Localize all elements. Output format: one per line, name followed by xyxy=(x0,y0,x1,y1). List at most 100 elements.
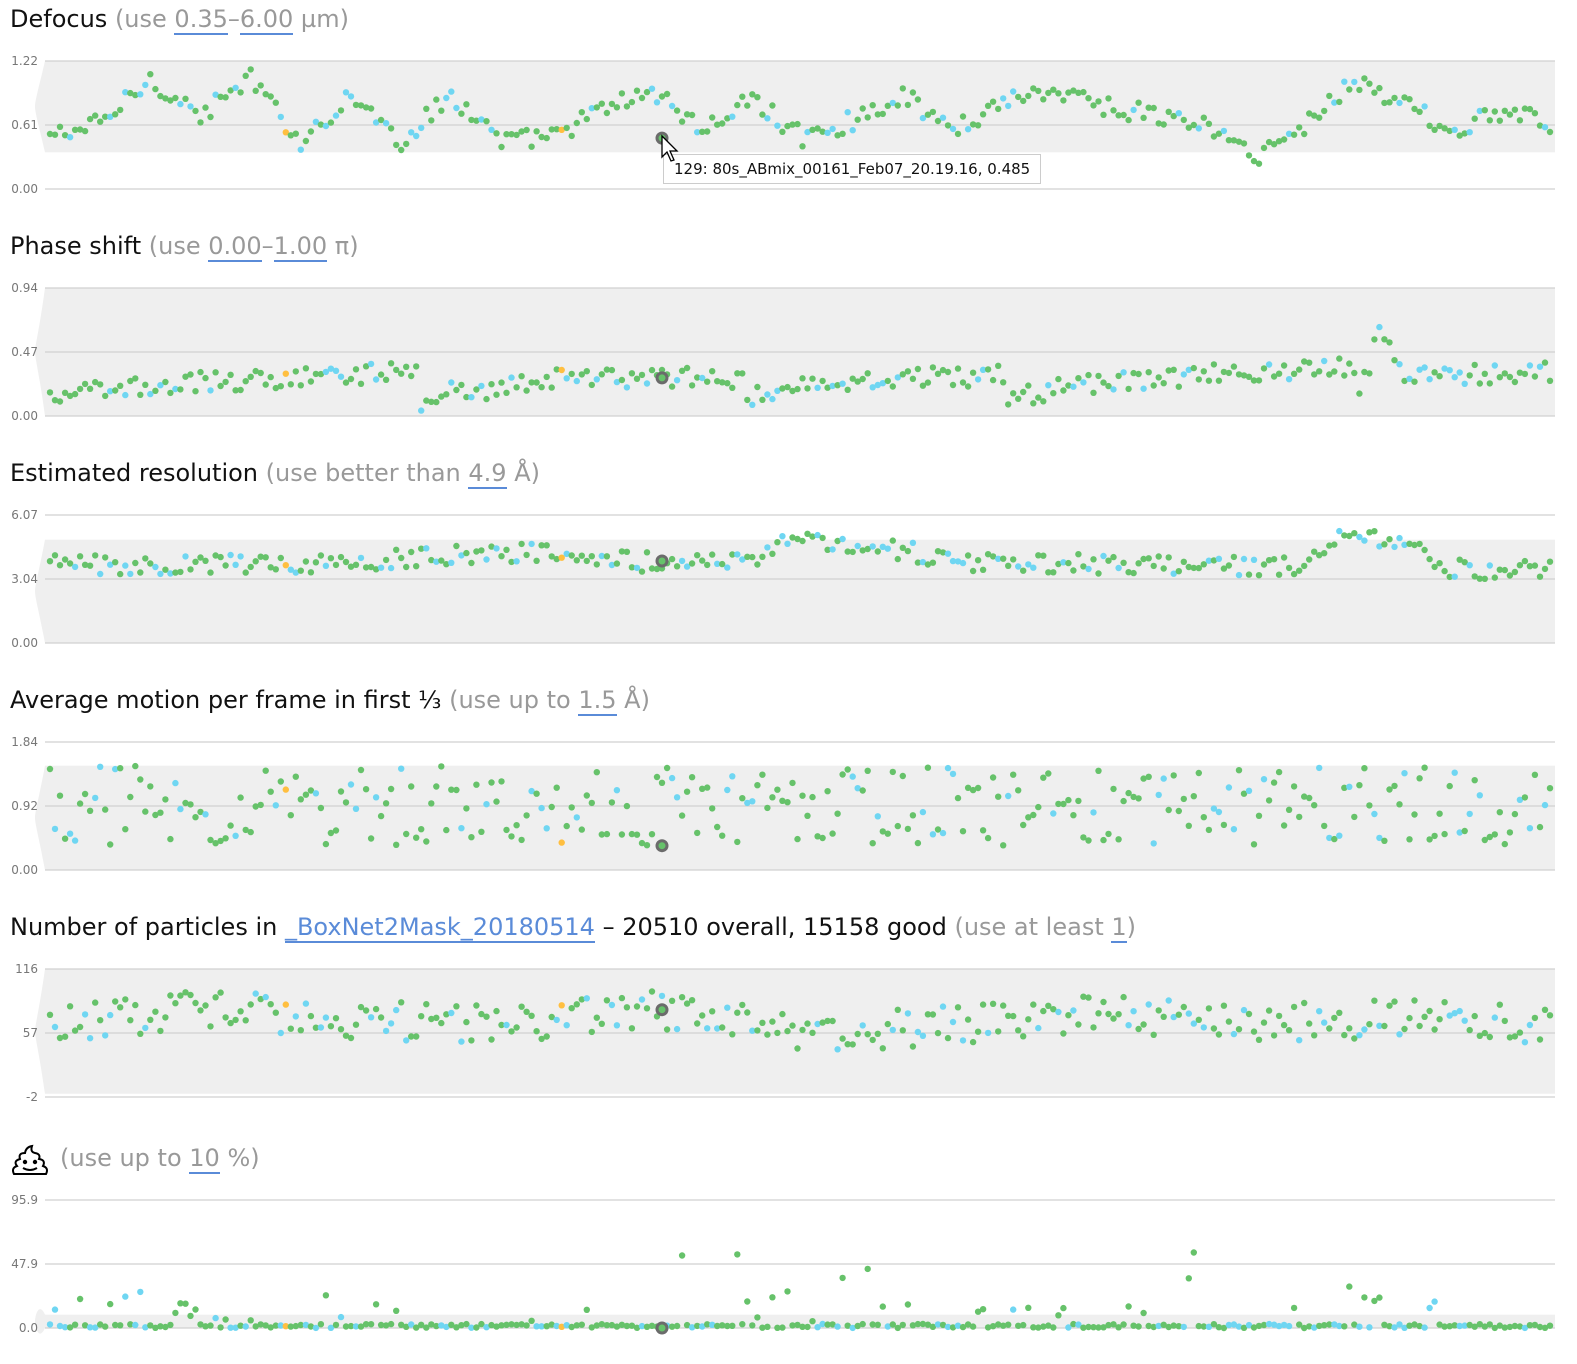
data-point[interactable] xyxy=(638,996,646,1003)
data-point[interactable] xyxy=(889,99,896,107)
data-point[interactable] xyxy=(864,1031,871,1038)
data-point[interactable] xyxy=(874,111,881,118)
data-point[interactable] xyxy=(1491,1014,1499,1021)
data-point[interactable] xyxy=(1371,810,1378,818)
data-point[interactable] xyxy=(954,558,962,565)
data-point[interactable] xyxy=(909,1043,917,1050)
data-point[interactable] xyxy=(1165,108,1172,115)
data-point[interactable] xyxy=(433,783,440,790)
data-point[interactable] xyxy=(874,1321,881,1328)
data-point[interactable] xyxy=(1090,102,1097,109)
data-point[interactable] xyxy=(1466,1321,1473,1329)
data-point[interactable] xyxy=(61,1033,69,1040)
data-point[interactable] xyxy=(879,828,886,835)
data-point[interactable] xyxy=(638,371,646,379)
data-point[interactable] xyxy=(1536,1323,1544,1331)
data-point[interactable] xyxy=(608,799,616,806)
data-point[interactable] xyxy=(493,391,500,398)
data-point[interactable] xyxy=(498,1021,505,1029)
data-point[interactable] xyxy=(56,1034,64,1042)
data-point[interactable] xyxy=(984,102,992,109)
data-point[interactable] xyxy=(1401,1324,1408,1331)
data-point[interactable] xyxy=(1541,359,1549,366)
data-point[interactable] xyxy=(97,118,104,125)
data-point[interactable] xyxy=(197,368,204,376)
data-point[interactable] xyxy=(859,1320,866,1328)
data-point[interactable] xyxy=(764,1031,771,1038)
data-point[interactable] xyxy=(1035,1324,1042,1331)
data-point[interactable] xyxy=(1015,395,1022,402)
data-point[interactable] xyxy=(819,534,826,542)
data-point[interactable] xyxy=(1316,1008,1323,1015)
data-point[interactable] xyxy=(1195,564,1203,572)
data-point[interactable] xyxy=(1230,1321,1238,1328)
data-point[interactable] xyxy=(1491,362,1499,369)
data-point[interactable] xyxy=(342,799,350,806)
data-point[interactable] xyxy=(102,806,109,813)
data-point[interactable] xyxy=(899,1027,906,1034)
data-point[interactable] xyxy=(337,1026,345,1033)
data-point[interactable] xyxy=(678,1252,686,1259)
data-point[interactable] xyxy=(162,95,169,102)
data-point[interactable] xyxy=(1501,1017,1509,1025)
data-point[interactable] xyxy=(1135,1025,1142,1033)
data-point[interactable] xyxy=(56,792,64,799)
data-point[interactable] xyxy=(102,1032,109,1039)
data-point[interactable] xyxy=(1050,1006,1057,1013)
data-point[interactable] xyxy=(1040,1323,1047,1330)
data-point[interactable] xyxy=(1045,569,1052,576)
data-point[interactable] xyxy=(473,1002,480,1009)
data-point[interactable] xyxy=(1285,376,1293,383)
data-point[interactable] xyxy=(438,107,445,114)
data-point[interactable] xyxy=(1220,565,1228,572)
data-point[interactable] xyxy=(1000,1002,1007,1009)
data-point[interactable] xyxy=(884,377,891,385)
data-point[interactable] xyxy=(232,1324,239,1331)
data-point[interactable] xyxy=(317,370,325,378)
data-point[interactable] xyxy=(864,1265,871,1273)
data-point[interactable] xyxy=(277,1322,284,1329)
data-point[interactable] xyxy=(81,380,89,388)
data-point[interactable] xyxy=(759,553,766,560)
data-point[interactable] xyxy=(352,561,360,568)
data-point[interactable] xyxy=(1336,98,1343,106)
data-point[interactable] xyxy=(372,566,380,573)
data-point[interactable] xyxy=(1351,1035,1358,1042)
data-point[interactable] xyxy=(553,126,560,133)
data-point[interactable] xyxy=(232,1016,239,1024)
data-point[interactable] xyxy=(628,98,636,106)
data-point[interactable] xyxy=(428,556,435,564)
data-point[interactable] xyxy=(337,373,345,380)
data-point[interactable] xyxy=(794,1045,801,1052)
data-point[interactable] xyxy=(533,1028,540,1035)
data-point[interactable] xyxy=(207,113,214,121)
data-point[interactable] xyxy=(1060,1304,1067,1312)
data-point[interactable] xyxy=(498,143,505,151)
data-point[interactable] xyxy=(809,126,816,133)
data-point[interactable] xyxy=(242,72,249,79)
selected-data-point[interactable] xyxy=(655,554,669,568)
data-point[interactable] xyxy=(704,1321,711,1328)
data-point[interactable] xyxy=(413,363,420,370)
data-point[interactable] xyxy=(217,1324,224,1331)
data-point[interactable] xyxy=(1401,377,1408,385)
data-point[interactable] xyxy=(814,384,821,391)
data-point[interactable] xyxy=(568,804,575,811)
data-point[interactable] xyxy=(302,1000,310,1007)
data-point[interactable] xyxy=(307,787,315,794)
data-point[interactable] xyxy=(739,93,746,100)
data-point[interactable] xyxy=(608,366,616,374)
data-point[interactable] xyxy=(699,785,706,792)
data-point[interactable] xyxy=(1270,1321,1278,1328)
data-point[interactable] xyxy=(1341,1031,1348,1039)
scatter-plot-ice[interactable]: 95.947.90.0 xyxy=(0,1190,1577,1340)
data-point[interactable] xyxy=(242,826,249,834)
data-point[interactable] xyxy=(403,563,410,571)
data-point[interactable] xyxy=(964,784,972,791)
data-point[interactable] xyxy=(1436,122,1443,130)
data-point[interactable] xyxy=(483,395,490,403)
data-point[interactable] xyxy=(1005,562,1012,569)
data-point[interactable] xyxy=(1476,1321,1484,1328)
data-point[interactable] xyxy=(1030,1324,1037,1331)
data-point[interactable] xyxy=(352,1021,360,1028)
